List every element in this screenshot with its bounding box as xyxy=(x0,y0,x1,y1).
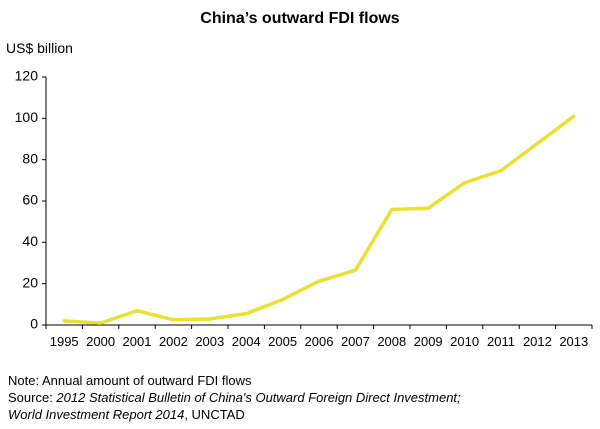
y-tick-label: 100 xyxy=(15,109,39,125)
x-tick-label: 2003 xyxy=(195,334,224,349)
source-report: World Investment Report 2014 xyxy=(8,407,185,422)
chart-notes: Note: Annual amount of outward FDI flows… xyxy=(8,372,461,423)
x-tick-label: 2002 xyxy=(159,334,188,349)
chart-title: China’s outward FDI flows xyxy=(200,10,400,27)
note-text: Note: Annual amount of outward FDI flows xyxy=(8,373,252,388)
x-tick-label: 2004 xyxy=(232,334,261,349)
y-tick-label: 40 xyxy=(22,233,38,249)
x-tick-label: 2007 xyxy=(341,334,370,349)
x-tick-label: 2012 xyxy=(523,334,552,349)
y-tick-label: 60 xyxy=(22,192,38,208)
x-tick-label: 1995 xyxy=(50,334,79,349)
x-tick-label: 2008 xyxy=(377,334,406,349)
series-line xyxy=(62,114,576,325)
y-tick-label: 20 xyxy=(22,274,38,290)
source-text-line-2: World Investment Report 2014, UNCTAD xyxy=(8,406,461,423)
x-tick-label: 2005 xyxy=(268,334,297,349)
x-tick-label: 2011 xyxy=(487,334,515,349)
source-prefix: Source: xyxy=(8,390,57,405)
x-tick-label: 2001 xyxy=(123,334,152,349)
y-tick-label: 0 xyxy=(30,316,38,332)
y-tick-label: 120 xyxy=(15,68,39,84)
source-suffix: , UNCTAD xyxy=(184,407,245,422)
x-tick-label: 2013 xyxy=(559,334,588,349)
x-tick-label: 2009 xyxy=(414,334,443,349)
x-tick-label: 2006 xyxy=(305,334,334,349)
y-tick-label: 80 xyxy=(22,150,38,166)
y-axis-unit-label: US$ billion xyxy=(6,40,73,56)
x-tick-label: 2000 xyxy=(86,334,115,349)
source-text: Source: 2012 Statistical Bulletin of Chi… xyxy=(8,389,461,406)
source-bulletin: 2012 Statistical Bulletin of China's Out… xyxy=(56,390,461,405)
x-tick-label: 2010 xyxy=(450,334,479,349)
y-axis: 0 20 40 60 80 100 120 xyxy=(15,68,47,332)
x-axis: 1995 2000 2001 2002 2003 2004 2005 2006 2007 2008… xyxy=(45,324,593,349)
series-layer xyxy=(62,114,576,325)
